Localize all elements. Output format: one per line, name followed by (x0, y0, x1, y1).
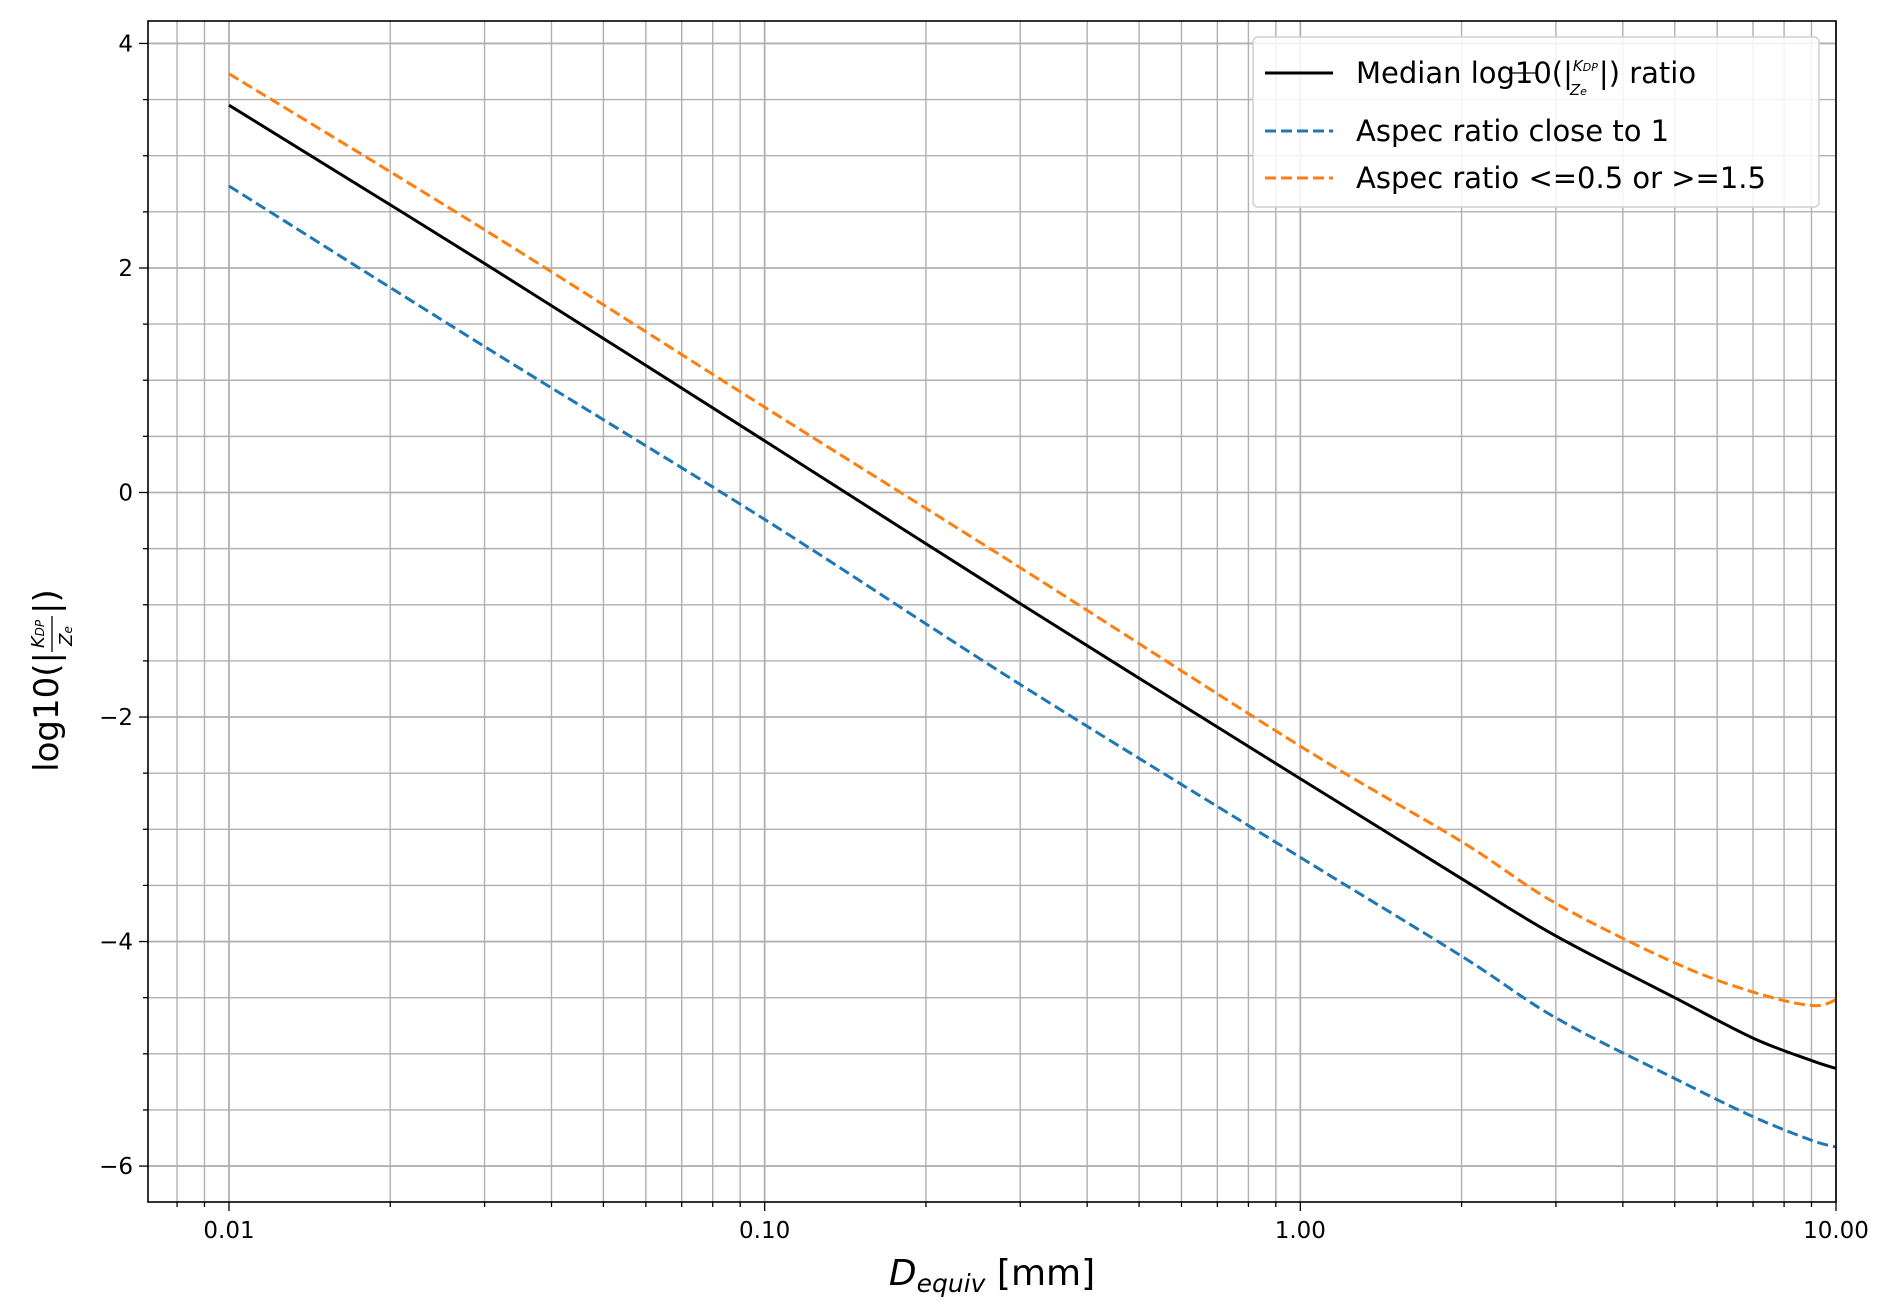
plot-frame (147, 20, 1837, 1203)
svg-text:log10(|: log10(| (27, 652, 67, 772)
y-tick-label: −4 (99, 930, 133, 956)
y-tick-label: −6 (99, 1154, 133, 1180)
series-line-2 (228, 72, 1837, 1008)
svg-text:KDP: KDP (28, 619, 49, 648)
x-tick-label: 0.01 (203, 1218, 254, 1244)
legend-box (1252, 36, 1820, 208)
legend-label-blue: Aspec ratio close to 1 (1356, 114, 1669, 148)
x-tick-label: 10.00 (1803, 1218, 1869, 1244)
y-tick-label: 2 (118, 256, 133, 282)
svg-text:Ze: Ze (56, 626, 77, 647)
series-line-0 (228, 103, 1837, 1070)
y-tick-label: −2 (99, 705, 133, 731)
legend: Median log10(|KDP Ze|) ratio Aspec ratio … (1252, 36, 1820, 208)
axis-ticks: 0.01 0.10 1.00 10.00 4 2 0 −2 −4 −6 (99, 31, 1869, 1244)
x-axis-label: Dequiv [mm] (889, 1253, 1095, 1298)
y-tick-label: 0 (118, 481, 133, 507)
series-lines (228, 72, 1837, 1149)
x-tick-label: 0.10 (739, 1218, 790, 1244)
legend-label-orange: Aspec ratio <=0.5 or >=1.5 (1356, 161, 1766, 195)
series-line-1 (228, 184, 1837, 1149)
grid (148, 21, 1837, 1202)
x-tick-label: 1.00 (1275, 1218, 1326, 1244)
svg-text:|): |) (27, 589, 67, 614)
y-axis-label: log10(| KDP Ze |) (27, 589, 77, 772)
y-tick-label: 4 (118, 31, 133, 57)
